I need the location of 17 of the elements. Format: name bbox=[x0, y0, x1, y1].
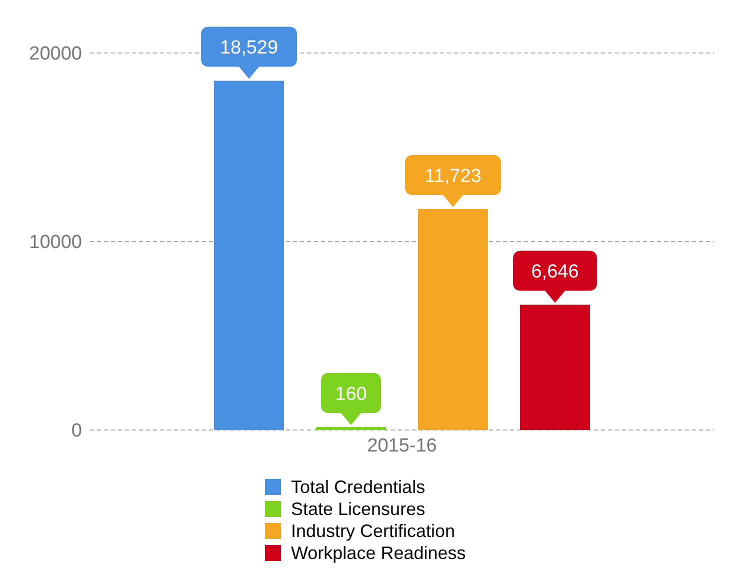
data-label: 18,529 bbox=[220, 38, 278, 59]
data-label: 6,646 bbox=[531, 262, 579, 283]
callout-box: 160 bbox=[321, 372, 381, 425]
data-label: 160 bbox=[335, 384, 367, 405]
y-tick-label: 10000 bbox=[29, 232, 82, 254]
x-tick-label: 2015-16 bbox=[367, 435, 437, 456]
legend-label: State Licensures bbox=[291, 498, 426, 520]
data-label: 11,723 bbox=[424, 166, 482, 188]
legend-label: Total Credentials bbox=[291, 476, 426, 498]
callout-box: 11,723 bbox=[405, 155, 501, 208]
y-tick-label: 0 bbox=[71, 420, 82, 442]
bar bbox=[418, 209, 488, 430]
legend-label: Workplace Readiness bbox=[291, 542, 466, 564]
legend-label: Industry Certification bbox=[291, 520, 456, 542]
callout-box: 6,646 bbox=[513, 250, 597, 303]
callout-box: 18,529 bbox=[201, 26, 297, 79]
y-tick-label: 20000 bbox=[29, 44, 82, 65]
